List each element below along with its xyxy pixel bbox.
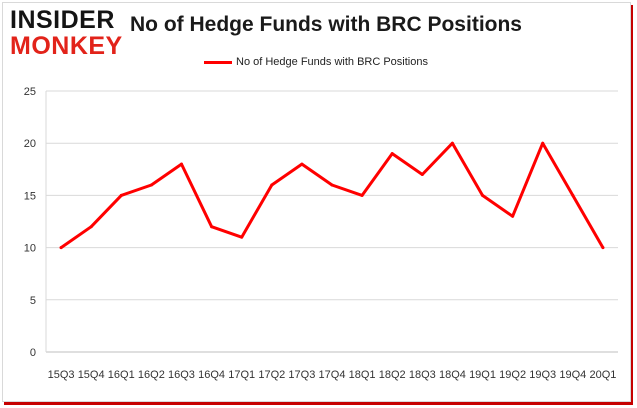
data-point xyxy=(210,225,214,229)
x-tick-label: 17Q1 xyxy=(228,369,255,381)
x-tick-label: 18Q2 xyxy=(379,369,406,381)
legend-swatch xyxy=(204,60,232,64)
legend-label: No of Hedge Funds with BRC Positions xyxy=(236,56,428,68)
y-tick-label: 5 xyxy=(30,295,36,307)
data-point xyxy=(571,193,575,197)
data-point xyxy=(420,173,424,177)
data-point xyxy=(511,214,515,218)
x-tick-label: 17Q3 xyxy=(288,369,315,381)
x-tick-label: 16Q3 xyxy=(168,369,195,381)
x-tick-label: 19Q4 xyxy=(559,369,586,381)
data-point xyxy=(360,193,364,197)
data-point xyxy=(119,193,123,197)
data-point xyxy=(601,246,605,250)
data-point xyxy=(330,183,334,187)
x-tick-label: 15Q3 xyxy=(48,369,75,381)
data-point xyxy=(149,183,153,187)
x-tick-label: 19Q3 xyxy=(529,369,556,381)
data-point xyxy=(240,235,244,239)
x-tick-label: 19Q1 xyxy=(469,369,496,381)
data-point xyxy=(89,225,93,229)
x-tick-label: 15Q4 xyxy=(78,369,105,381)
data-point xyxy=(59,246,63,250)
x-tick-label: 16Q2 xyxy=(138,369,165,381)
data-point xyxy=(300,162,304,166)
logo-line-insider: INSIDER xyxy=(10,6,115,34)
data-point xyxy=(541,141,545,145)
chart-title: No of Hedge Funds with BRC Positions xyxy=(130,13,522,36)
chart-legend: No of Hedge Funds with BRC Positions xyxy=(204,56,428,68)
data-point xyxy=(481,193,485,197)
x-tick-label: 16Q4 xyxy=(198,369,225,381)
logo-line-monkey: MONKEY xyxy=(10,32,123,60)
y-tick-label: 0 xyxy=(30,347,36,359)
data-point xyxy=(390,152,394,156)
x-tick-label: 18Q1 xyxy=(349,369,376,381)
x-tick-label: 17Q4 xyxy=(319,369,346,381)
x-tick-label: 18Q4 xyxy=(439,369,466,381)
y-tick-label: 25 xyxy=(24,86,36,98)
y-tick-label: 20 xyxy=(24,138,36,150)
chart-frame xyxy=(2,2,631,402)
data-point xyxy=(450,141,454,145)
data-point xyxy=(270,183,274,187)
y-tick-label: 10 xyxy=(24,243,36,255)
data-point xyxy=(179,162,183,166)
y-tick-label: 15 xyxy=(24,190,36,202)
x-tick-label: 18Q3 xyxy=(409,369,436,381)
x-tick-label: 17Q2 xyxy=(258,369,285,381)
x-tick-label: 16Q1 xyxy=(108,369,135,381)
x-tick-label: 19Q2 xyxy=(499,369,526,381)
x-tick-label: 20Q1 xyxy=(589,369,616,381)
insider-monkey-logo: INSIDER MONKEY xyxy=(10,8,123,59)
